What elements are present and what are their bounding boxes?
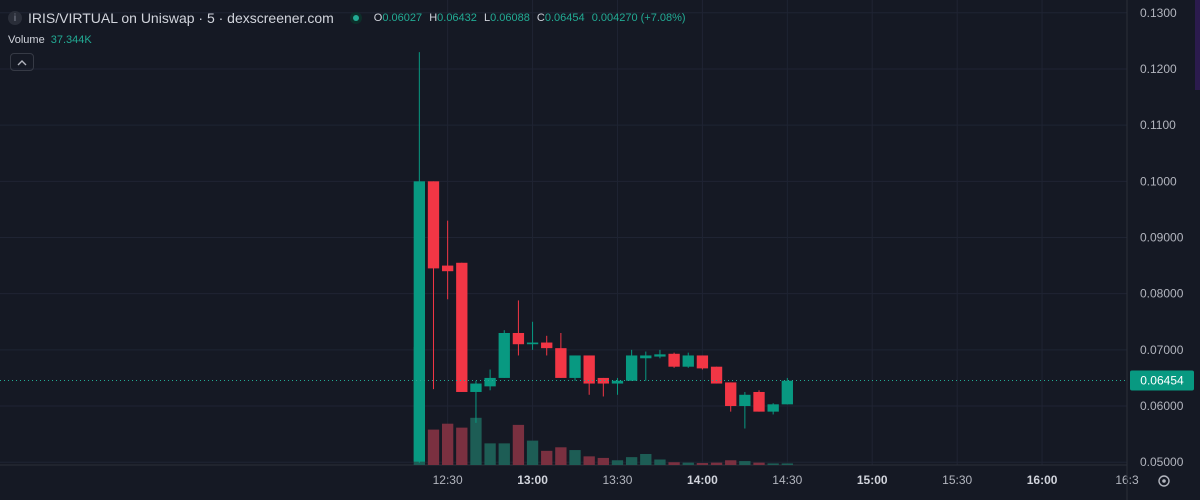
volume-bar xyxy=(512,424,525,465)
x-tick-label: 14:00 xyxy=(687,473,718,487)
candle-body xyxy=(640,355,652,359)
candle-body xyxy=(512,332,525,345)
high-label: H xyxy=(429,12,438,24)
candle-body xyxy=(767,404,779,412)
candle-body xyxy=(484,377,496,387)
volume-legend: Volume 37.344K xyxy=(8,34,92,46)
volume-label: Volume xyxy=(8,34,45,46)
candle-body xyxy=(668,353,680,367)
volume-bar xyxy=(555,447,567,465)
y-tick-label: 0.09000 xyxy=(1140,231,1184,245)
live-status-icon xyxy=(349,12,362,24)
volume-bar xyxy=(470,417,482,465)
candle-body xyxy=(654,354,666,357)
y-tick-label: 0.07000 xyxy=(1140,343,1184,357)
y-tick-label: 0.1200 xyxy=(1140,62,1177,76)
volume-bar xyxy=(710,462,723,465)
high-value: 0.06432 xyxy=(437,12,477,24)
x-tick-label: 12:30 xyxy=(433,473,463,487)
y-tick-label: 0.1300 xyxy=(1140,6,1177,20)
volume-bar xyxy=(654,459,666,465)
x-tick-label: 14:30 xyxy=(772,473,802,487)
candle-body xyxy=(611,380,624,384)
candle-body xyxy=(569,355,581,378)
volume-bar xyxy=(739,461,751,465)
candle-body xyxy=(456,262,468,392)
volume-value: 37.344K xyxy=(50,34,92,46)
volume-bar xyxy=(441,423,454,465)
volume-bar xyxy=(611,460,624,465)
volume-bar xyxy=(569,450,581,465)
y-tick-label: 0.05000 xyxy=(1140,455,1184,469)
volume-bar xyxy=(725,460,737,465)
y-tick-label: 0.1100 xyxy=(1140,118,1176,132)
current-price-label: 0.06454 xyxy=(1140,374,1184,388)
volume-bar xyxy=(696,463,709,465)
candle-body xyxy=(725,382,737,407)
y-tick-label: 0.08000 xyxy=(1140,287,1184,301)
low-value: 0.06088 xyxy=(490,12,530,24)
candle-body xyxy=(427,181,440,269)
candle-body xyxy=(781,380,793,405)
close-value: 0.06454 xyxy=(544,12,585,24)
volume-bar xyxy=(767,463,779,465)
volume-bar xyxy=(625,457,638,465)
candle-body xyxy=(710,366,723,384)
chart-header: i IRIS/VIRTUAL on Uniswap · 5 · dexscree… xyxy=(8,8,686,28)
volume-bar xyxy=(427,429,440,465)
low-label: L xyxy=(483,12,491,24)
volume-bar xyxy=(668,462,680,465)
candle-body xyxy=(583,355,595,384)
x-tick-label: 13:00 xyxy=(517,473,548,487)
candle-body xyxy=(696,355,709,369)
change-value: 0.004270 (+7.08%) xyxy=(591,12,686,24)
open-label: O xyxy=(373,12,383,24)
volume-bar xyxy=(753,462,765,465)
current-price-badge xyxy=(1130,370,1194,391)
edge-accent xyxy=(1195,0,1200,90)
volume-bar xyxy=(781,463,793,465)
candle-body xyxy=(470,383,482,392)
x-tick-label: 13:30 xyxy=(602,473,632,487)
info-icon[interactable]: i xyxy=(8,11,22,25)
candle-body xyxy=(597,377,609,384)
volume-bar xyxy=(597,457,609,465)
x-tick-label: 15:00 xyxy=(857,473,888,487)
candle-body xyxy=(625,355,638,381)
candle-body xyxy=(441,265,454,272)
x-tick-label: 16:00 xyxy=(1027,473,1058,487)
volume-bar xyxy=(583,456,595,465)
candle-body xyxy=(682,355,694,367)
open-value: 0.06027 xyxy=(382,12,423,24)
candle-body xyxy=(526,342,539,345)
volume-bar xyxy=(456,427,468,465)
volume-bar xyxy=(640,453,652,465)
volume-bar xyxy=(484,443,496,465)
close-label: C xyxy=(536,12,545,24)
candle-body xyxy=(413,181,425,462)
chevron-up-icon[interactable] xyxy=(10,53,34,71)
gear-icon[interactable] xyxy=(1158,475,1170,487)
y-tick-label: 0.1000 xyxy=(1140,174,1177,188)
chart-title: IRIS/VIRTUAL on Uniswap · 5 · dexscreene… xyxy=(28,10,334,26)
y-tick-label: 0.06000 xyxy=(1140,399,1184,413)
candle-body xyxy=(541,342,553,349)
volume-bar xyxy=(682,462,694,465)
candle-body xyxy=(753,391,765,412)
volume-bar xyxy=(541,450,553,465)
candle-body xyxy=(555,348,567,378)
volume-bar xyxy=(526,440,539,465)
candle-body xyxy=(498,332,510,378)
x-tick-label: 15:30 xyxy=(942,473,972,487)
volume-bar xyxy=(498,443,510,465)
ohlc-readout: O0.06027 H0.06432 L0.06088 C0.06454 0.00… xyxy=(374,12,686,24)
candle-body xyxy=(739,394,751,407)
